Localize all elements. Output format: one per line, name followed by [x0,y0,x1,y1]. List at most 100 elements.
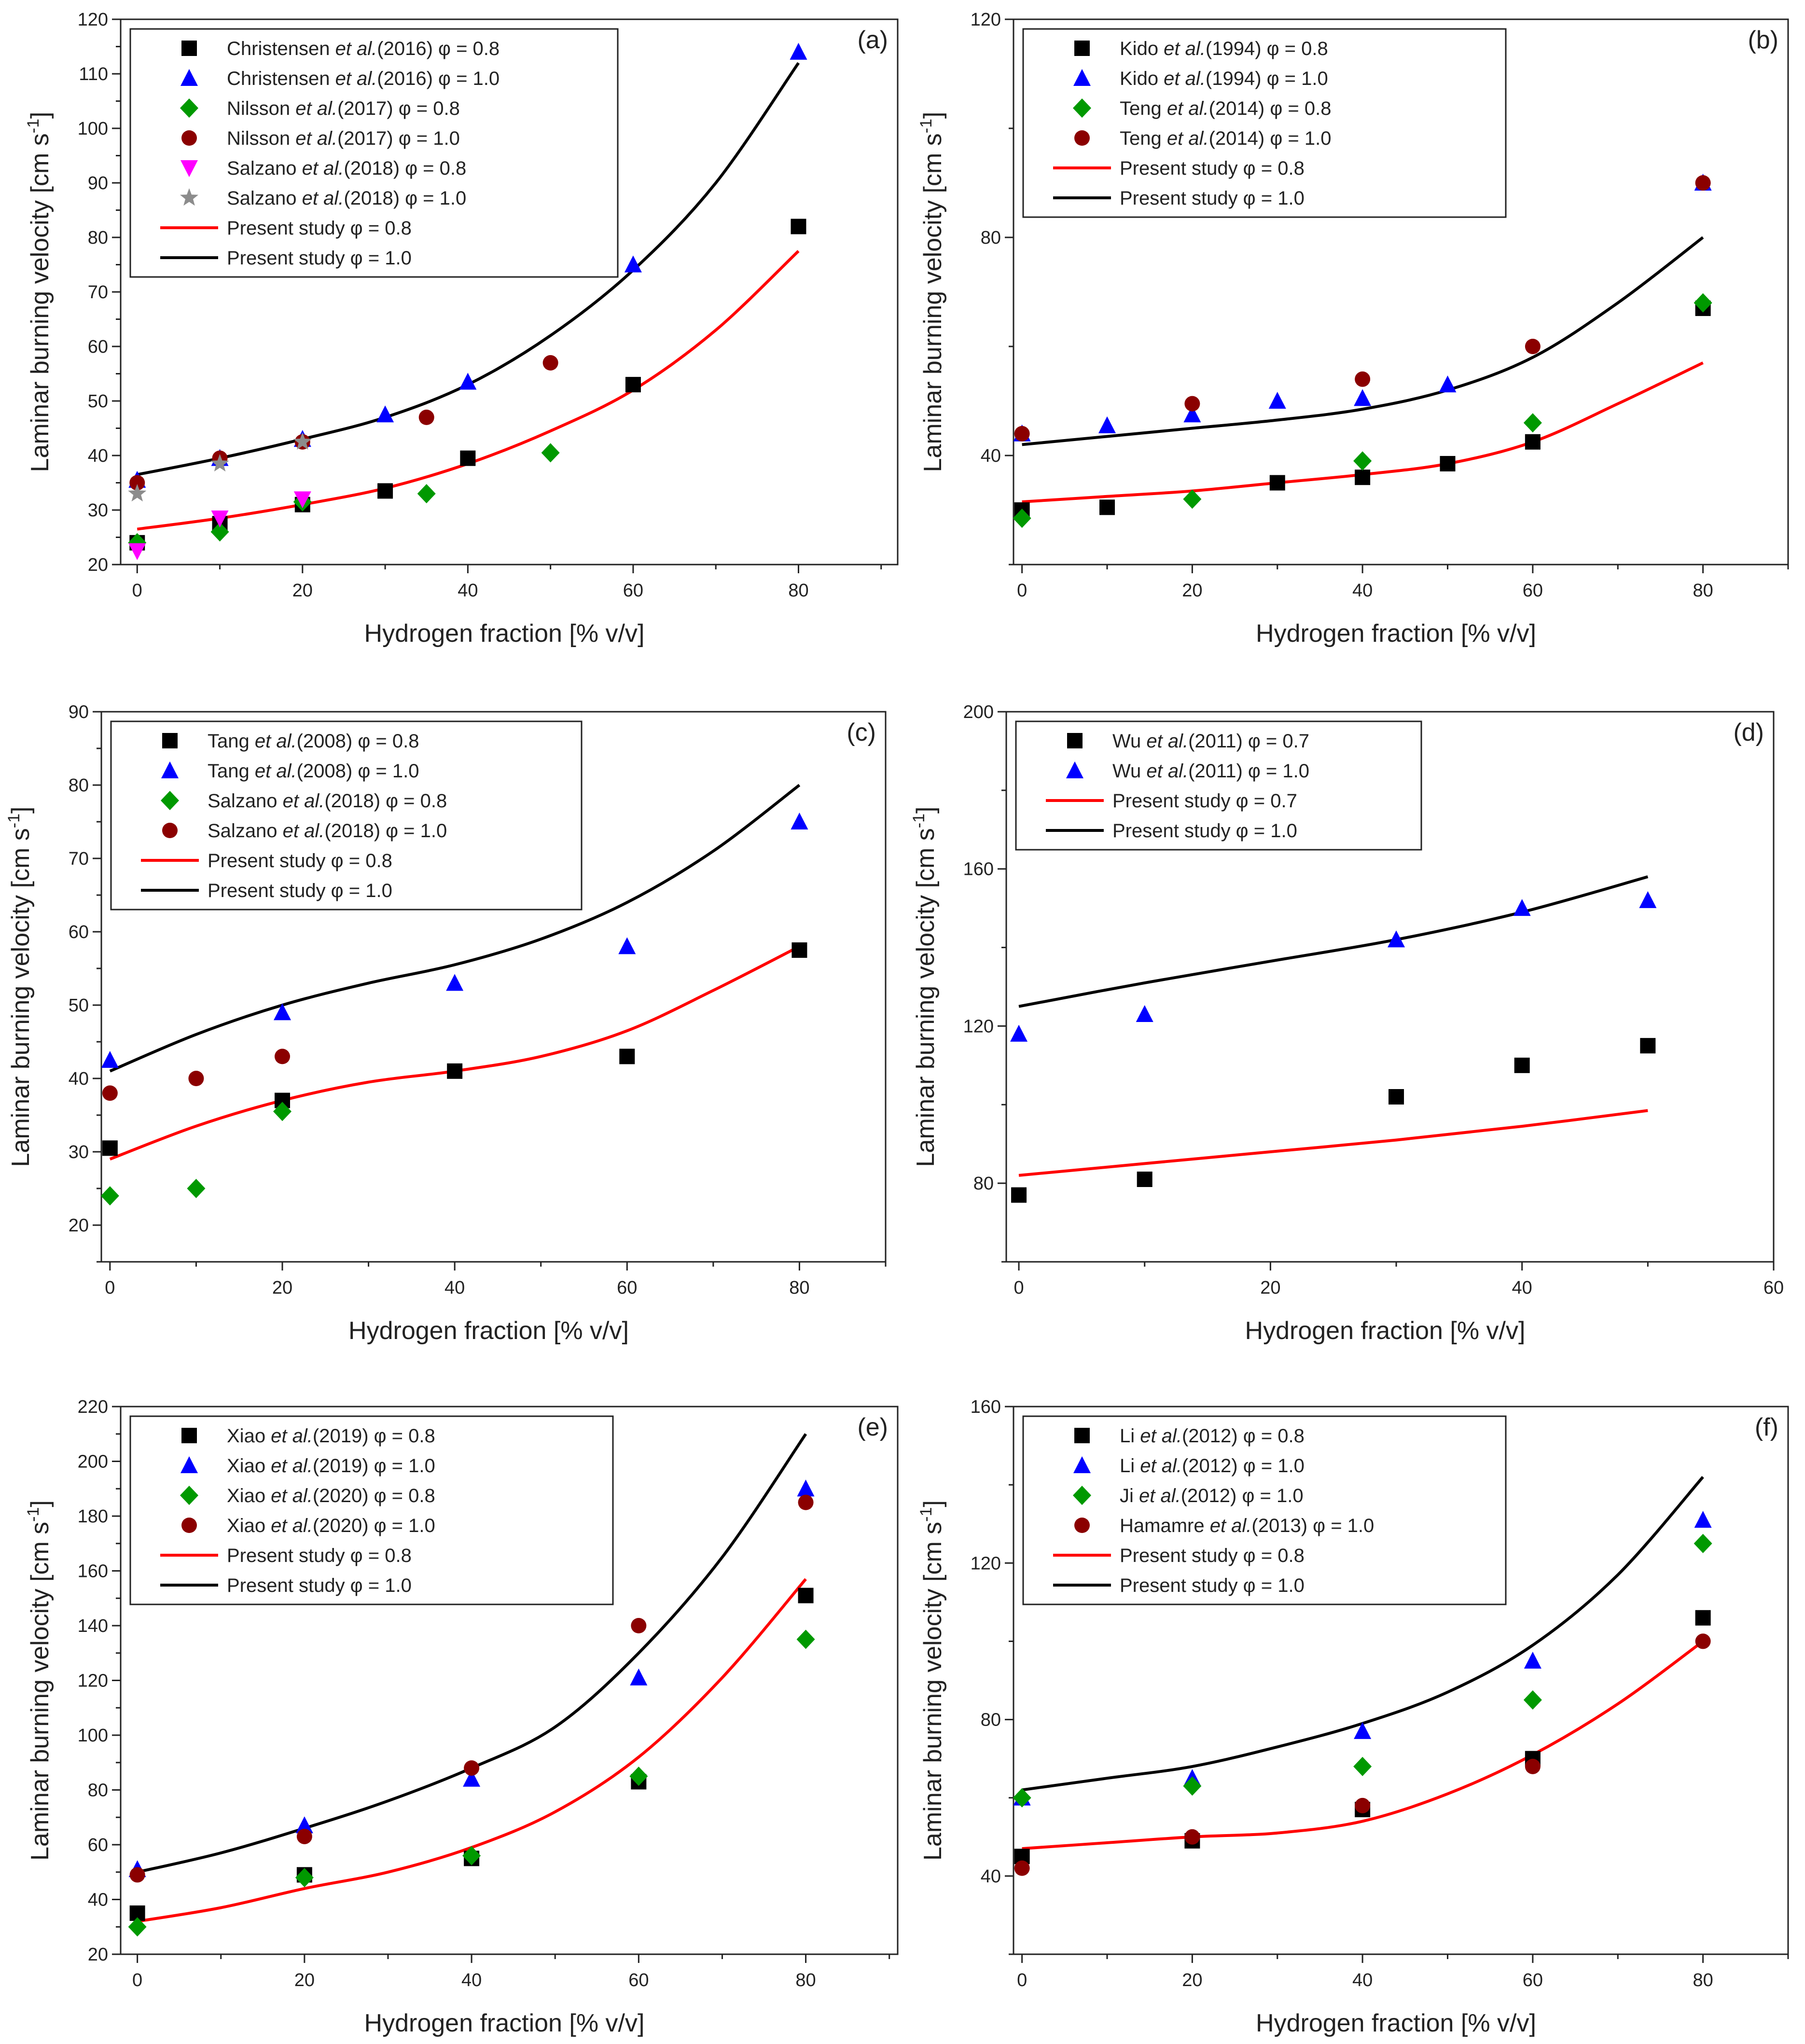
y-tick-label: 20 [88,555,108,575]
x-tick-label: 60 [1523,580,1543,601]
legend-box [1015,720,1422,851]
data-point-circle [1014,426,1030,442]
legend-entry-rest: (2008) φ = 0.8 [297,731,419,752]
y-axis-title-sup: -1 [24,1507,42,1521]
y-tick-label: 40 [981,446,1001,466]
x-tick-label: 0 [1017,580,1027,601]
legend-entry-rest: (2013) φ = 1.0 [1251,1515,1374,1536]
y-tick-label: 80 [69,775,89,796]
legend-entry-author: Teng [1120,128,1167,149]
x-tick-label: 0 [105,1278,115,1298]
y-axis-title: Laminar burning velocity [cm s-1] [24,112,54,472]
legend-entry-etal: et al. [283,790,325,812]
y-tick-label: 90 [88,173,108,193]
legend-entry-rest: (2020) φ = 1.0 [313,1515,435,1536]
legend-box [129,1415,614,1605]
legend-entry-rest: (2019) φ = 0.8 [313,1425,435,1447]
y-tick-label: 120 [971,1553,1001,1574]
y-tick-label: 30 [88,500,108,521]
y-tick-label: 200 [78,1452,108,1472]
legend-entry: Xiao et al.(2020) φ = 0.8 [227,1485,435,1506]
y-tick-label: 60 [88,337,108,357]
data-point-square [1269,475,1285,491]
legend-marker-square [1067,733,1083,748]
legend-entry-author: Xiao [227,1485,271,1506]
data-point-square [1695,1610,1711,1626]
legend-entry: Xiao et al.(2019) φ = 1.0 [227,1455,435,1477]
y-tick-label: 80 [981,1710,1001,1730]
legend-entry-rest: (1994) φ = 0.8 [1206,38,1328,59]
data-point-circle [1184,396,1200,412]
y-axis-title-main: Laminar burning velocity [cm s [919,1522,947,1861]
y-axis-title-sup: -1 [917,119,935,133]
series-line [1022,236,1704,446]
y-axis-title-sup: -1 [5,814,23,828]
legend-entry: Salzano et al.(2018) φ = 1.0 [227,188,466,209]
data-point-circle [129,475,145,491]
legend-entry-author: Wu [1112,731,1146,752]
series-line [1022,1476,1704,1792]
y-tick-label: 80 [981,228,1001,248]
x-axis-title: Hydrogen fraction [% v/v] [1256,2009,1536,2037]
y-tick-label: 100 [78,1726,108,1746]
legend-entry: Present study φ = 1.0 [1112,820,1297,842]
x-tick-label: 20 [292,580,313,601]
data-point-diamond [1353,1756,1372,1776]
plot-frame [100,711,887,1263]
data-point-square [1440,456,1456,471]
data-point-circle [129,1867,145,1883]
legend-entry-rest: (2014) φ = 1.0 [1209,128,1332,149]
legend-entry-author: Xiao [227,1515,271,1536]
legend-entry-rest: (2014) φ = 0.8 [1209,98,1332,119]
legend-entry-author: Present study φ = 1.0 [227,248,412,269]
legend-entry: Wu et al.(2011) φ = 0.7 [1112,731,1309,752]
legend-entry: Nilsson et al.(2017) φ = 1.0 [227,128,460,149]
legend-entry: Present study φ = 1.0 [227,248,412,269]
y-axis-title: Laminar burning velocity [cm s-1] [917,1500,947,1861]
data-point-triangle [274,1003,291,1021]
data-point-circle [1014,1860,1030,1876]
data-point-square [1011,1187,1027,1203]
data-point-diamond [462,1846,481,1865]
legend-entry-author: Salzano [227,188,302,209]
y-tick-label: 20 [69,1215,89,1236]
legend-entry-rest: (2011) φ = 1.0 [1188,760,1309,782]
y-axis-title-main: Laminar burning velocity [cm s [912,828,940,1167]
data-point-circle [188,1071,204,1086]
legend-marker-diamond [180,1486,198,1505]
data-point-square [625,377,641,393]
legend-marker-square [162,733,178,748]
x-tick-label: 40 [444,1278,465,1298]
x-tick-label: 0 [1014,1278,1024,1298]
legend-entry-author: Present study φ = 1.0 [1120,188,1305,209]
series-line [137,1578,807,1923]
legend-entry-author: Teng [1120,98,1167,119]
panel-label: (b) [1748,26,1778,54]
legend-box [129,28,619,278]
legend-entry: Present study φ = 0.8 [227,1545,412,1566]
legend: Li et al.(2012) φ = 0.8Li et al.(2012) φ… [1022,1415,1507,1605]
series-line [1022,1640,1704,1851]
legend-entry-rest: (2012) φ = 0.8 [1182,1425,1305,1447]
data-point-triangle [1694,1511,1712,1528]
x-tick-label: 80 [795,1970,816,1990]
legend-entry-etal: et al. [1164,38,1206,59]
data-point-circle [631,1618,647,1633]
data-point-star [128,484,147,502]
data-point-circle [102,1085,118,1101]
legend-entry-rest: (2018) φ = 1.0 [324,820,447,842]
data-point-diamond [1013,508,1031,528]
legend-entry: Wu et al.(2011) φ = 1.0 [1112,760,1309,782]
legend-marker-circle [181,1518,197,1533]
data-point-diamond [187,1179,206,1198]
y-axis-title-sup: -1 [917,1507,935,1521]
y-tick-label: 90 [69,702,89,722]
legend-entry-etal: et al. [335,38,377,59]
y-tick-label: 40 [69,1069,89,1089]
y-axis-title-main: Laminar burning velocity [cm s [7,828,35,1167]
legend-entry-author: Li [1120,1425,1140,1447]
legend-entry-author: Xiao [227,1425,271,1447]
y-tick-label: 120 [971,10,1001,30]
plot-frame [1013,18,1789,566]
x-tick-label: 20 [1260,1278,1280,1298]
